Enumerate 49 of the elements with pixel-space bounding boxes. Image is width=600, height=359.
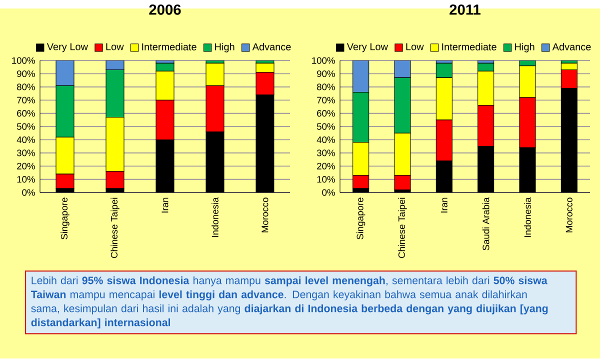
- y-tick-label: 90%: [17, 70, 35, 78]
- x-tick-label: Chinese Taipei: [110, 198, 120, 258]
- x-tick-label: Singapore: [60, 198, 70, 240]
- y-tick-label: 40%: [16, 136, 35, 144]
- y-tick-label: 80%: [317, 84, 335, 90]
- y-tick-label: 0%: [322, 189, 335, 196]
- x-tick-label: Iran: [440, 198, 448, 213]
- y-tick-label: 40%: [316, 136, 335, 144]
- legend-label: Low: [106, 43, 124, 50]
- chart-title: 2011: [450, 4, 480, 16]
- legend-label: High: [515, 43, 534, 53]
- x-tick-label: Indonesia: [524, 197, 531, 238]
- y-tick-label: 20%: [317, 163, 335, 170]
- x-tick-label: Singapore: [356, 198, 366, 240]
- y-tick-label: 0%: [22, 189, 35, 196]
- legend-label: Intermediate: [442, 43, 496, 51]
- x-tick-label: Morocco: [262, 198, 268, 232]
- bar: [56, 60, 74, 86]
- y-tick-label: 30%: [16, 150, 35, 156]
- y-tick-label: 50%: [316, 123, 335, 130]
- x-tick-label: Iran: [162, 198, 168, 213]
- y-tick-label: 80%: [17, 84, 35, 90]
- x-tick-label: Saudi Arabia: [482, 198, 490, 251]
- y-tick-label: 70%: [17, 97, 35, 104]
- x-tick-label: Morocco: [566, 198, 572, 232]
- legend-label: High: [215, 43, 234, 53]
- y-tick-label: 60%: [17, 110, 35, 117]
- legend-label: Low: [406, 43, 424, 50]
- x-tick-label: Chinese Taipei: [398, 198, 407, 258]
- legend-label: Very Low: [346, 43, 388, 52]
- y-tick-label: 100%: [312, 57, 335, 64]
- y-tick-label: 20%: [17, 163, 35, 170]
- y-tick-label: 10%: [17, 176, 35, 183]
- bar: [394, 60, 411, 78]
- legend-label: Intermediate: [142, 43, 196, 51]
- legend-label: Advance: [552, 43, 591, 51]
- x-tick-label: Indonesia: [212, 197, 218, 238]
- y-tick-label: 10%: [317, 176, 335, 183]
- legend-label: Advance: [252, 43, 291, 51]
- legend-label: Very Low: [46, 43, 88, 52]
- chart-title: 2006: [149, 4, 181, 16]
- text: Lebih dari 95% siswa Indonesia hanya mampu sampai level menengah, sementara lebih dari 50% siswa Taiwan mampu mencapai level tinggi dan advance. Dengan keyakinan bahwa semua anak dilahirkan sama, kesimpulan dari hasil ini adalah yang diajarkan di Indonesia berbeda dengan yang diujikan [yang distandarkan] internasional: [31, 276, 548, 329]
- y-tick-label: 60%: [317, 110, 335, 117]
- y-tick-label: 30%: [316, 150, 335, 156]
- bar: [352, 60, 370, 93]
- y-tick-label: 50%: [16, 123, 35, 130]
- y-tick-label: 90%: [317, 70, 335, 78]
- y-tick-label: 70%: [317, 97, 335, 104]
- y-tick-label: 100%: [12, 57, 35, 64]
